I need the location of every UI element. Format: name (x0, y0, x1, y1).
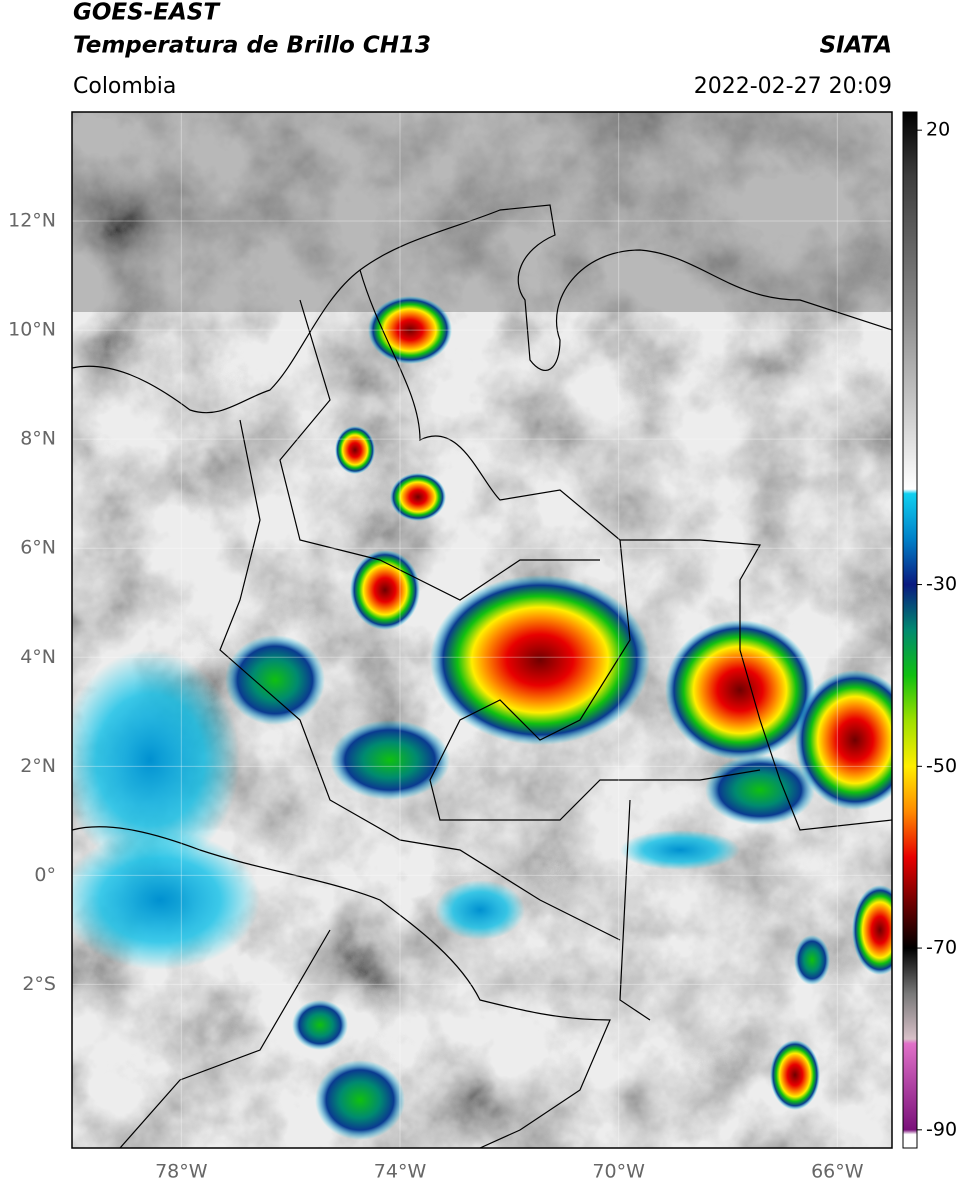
colorbar (902, 111, 918, 1149)
colorbar-tick-label: 20 (926, 119, 950, 141)
colorbar-tick-label: -50 (926, 755, 957, 777)
datetime: 2022-02-27 20:09 (694, 74, 892, 99)
lat-tick-label: 10°N (8, 319, 56, 341)
lon-tick-label: 70°W (592, 1161, 645, 1183)
lat-tick-label: 0° (34, 864, 56, 886)
lat-tick-label: 2°S (22, 973, 56, 995)
cold-cloud-tops (72, 296, 892, 1140)
subtitle: Temperatura de Brillo CH13 (73, 33, 431, 59)
map-frame (71, 111, 893, 1149)
agency: SIATA (820, 33, 892, 59)
lon-tick-label: 66°W (811, 1161, 864, 1183)
satellite-image (72, 112, 892, 1148)
lat-tick-label: 2°N (20, 755, 56, 777)
lat-tick-label: 4°N (20, 646, 56, 668)
lon-tick-label: 74°W (374, 1161, 427, 1183)
lat-tick-label: 8°N (20, 428, 56, 450)
colorbar-tick-label: -70 (926, 937, 957, 959)
lat-tick-label: 12°N (8, 210, 56, 232)
region: Colombia (73, 74, 176, 99)
colorbar-tick-label: -90 (926, 1118, 957, 1140)
colorbar-tick-label: -30 (926, 573, 957, 595)
lat-tick-label: 6°N (20, 537, 56, 559)
lon-tick-label: 78°W (155, 1161, 208, 1183)
borders (72, 204, 892, 1148)
title: GOES-EAST (73, 0, 221, 26)
